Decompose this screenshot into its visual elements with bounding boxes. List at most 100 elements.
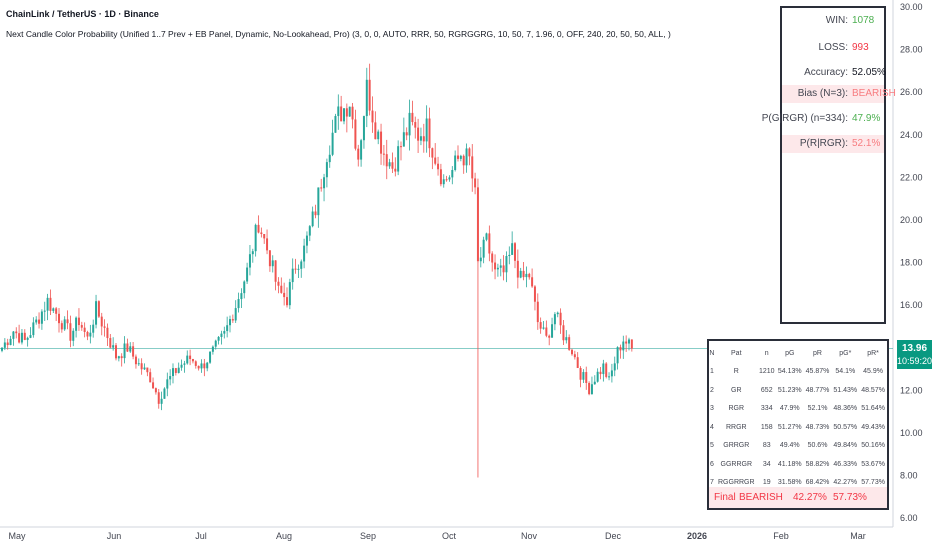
candle-body — [305, 235, 308, 246]
candle-body — [417, 127, 420, 141]
table-row: 2 GR 652 51.23% 48.77% 51.43% 48.57% — [710, 386, 885, 394]
candle-body — [505, 256, 508, 273]
x-tick-label: Jul — [195, 531, 207, 541]
candle-body — [286, 297, 288, 306]
candle-body — [186, 355, 189, 364]
candle-body — [166, 379, 169, 389]
y-tick-label: 6.00 — [900, 513, 918, 523]
candle-body — [6, 342, 9, 346]
candle-body — [149, 372, 152, 383]
table-row: 6 GGRRGR 34 41.18% 58.82% 46.33% 53.67% — [710, 460, 885, 468]
candle-body — [411, 112, 414, 123]
stats-label: P(R|RGR): — [799, 138, 848, 149]
candle-body — [337, 106, 340, 117]
last-price-tag: 13.96 10:59:20 — [897, 340, 932, 369]
candle-body — [590, 384, 593, 395]
x-tick-label: Aug — [276, 531, 292, 541]
candle-body — [437, 163, 440, 170]
candle-body — [220, 333, 223, 337]
x-tick-label: Nov — [521, 531, 538, 541]
candle-body — [226, 325, 229, 332]
candle-body — [522, 270, 525, 278]
candle-body — [439, 169, 442, 185]
candle-body — [479, 257, 482, 262]
candle-body — [533, 286, 536, 302]
stats-row-accuracy: Accuracy: 52.05% — [782, 64, 886, 82]
col-count: n — [764, 349, 769, 357]
candle-body — [448, 177, 451, 180]
candle-body — [223, 331, 226, 334]
candle-body — [596, 371, 599, 382]
x-tick-label: Feb — [773, 531, 789, 541]
candle-body — [380, 131, 383, 154]
x-tick-label: May — [8, 531, 26, 541]
last-price: 13.96 — [901, 343, 928, 354]
candle-body — [334, 116, 337, 133]
candle-body — [616, 347, 619, 364]
stats-panel: WIN: 1078 LOSS: 993 Accuracy: 52.05% Bia… — [762, 6, 896, 324]
candle-body — [69, 323, 72, 341]
candle-body — [545, 327, 548, 336]
pattern-table-header: N Pat n pG pR pG* pR* — [709, 344, 887, 363]
candle-body — [331, 132, 334, 155]
candle-body — [485, 233, 488, 240]
candle-body — [132, 346, 135, 357]
candle-body — [126, 343, 129, 352]
y-tick-label: 24.00 — [900, 130, 923, 140]
candle-body — [551, 324, 554, 338]
x-tick-label: Dec — [605, 531, 622, 541]
candle-body — [613, 363, 616, 371]
candle-body — [297, 268, 300, 270]
candle-body — [35, 319, 38, 323]
candle-body — [203, 363, 206, 369]
final-label: Final — [714, 492, 736, 503]
candle-body — [177, 367, 180, 373]
candle-body — [311, 211, 314, 227]
candle-body — [462, 155, 465, 166]
candle-body — [152, 382, 155, 389]
candle-body — [303, 245, 306, 262]
indicator-title[interactable]: Next Candle Color Probability (Unified 1… — [6, 29, 671, 39]
candle-body — [18, 333, 21, 343]
stats-value: 1078 — [852, 15, 875, 26]
candle-body — [268, 250, 271, 267]
final-verdict-row: Final BEARISH 42.27% 57.73% — [709, 487, 887, 508]
candle-body — [374, 122, 377, 140]
candle-body — [539, 322, 542, 329]
candle-body — [100, 316, 103, 327]
candle-body — [519, 270, 522, 278]
candle-body — [360, 140, 363, 160]
stats-row-win: WIN: 1078 — [782, 12, 884, 30]
candle-body — [288, 282, 291, 306]
candle-body — [431, 148, 434, 158]
candle-body — [271, 260, 274, 267]
candle-body — [23, 332, 26, 340]
candle-body — [628, 339, 630, 344]
stats-value: 52.05% — [852, 67, 886, 78]
stats-label: Accuracy: — [804, 67, 848, 78]
candle-body — [474, 178, 477, 188]
candle-body — [471, 156, 474, 179]
candle-body — [251, 251, 254, 255]
candle-body — [371, 110, 374, 123]
candle-body — [75, 317, 78, 331]
candle-body — [348, 106, 351, 117]
candle-body — [189, 355, 192, 360]
candle-body — [300, 261, 303, 269]
candle-body — [488, 233, 491, 254]
candle-body — [169, 376, 172, 380]
candle-body — [243, 281, 246, 294]
candle-body — [283, 292, 286, 298]
candle-body — [200, 363, 203, 369]
candle-body — [180, 364, 183, 368]
candle-body — [49, 297, 52, 311]
candle-body — [559, 312, 562, 326]
candle-body — [29, 335, 32, 338]
candle-body — [422, 136, 425, 142]
col-pg-star: pG* — [839, 349, 852, 357]
candle-body — [548, 335, 551, 338]
candle-body — [511, 243, 514, 255]
candle-body — [58, 313, 60, 324]
candle-body — [197, 365, 200, 369]
